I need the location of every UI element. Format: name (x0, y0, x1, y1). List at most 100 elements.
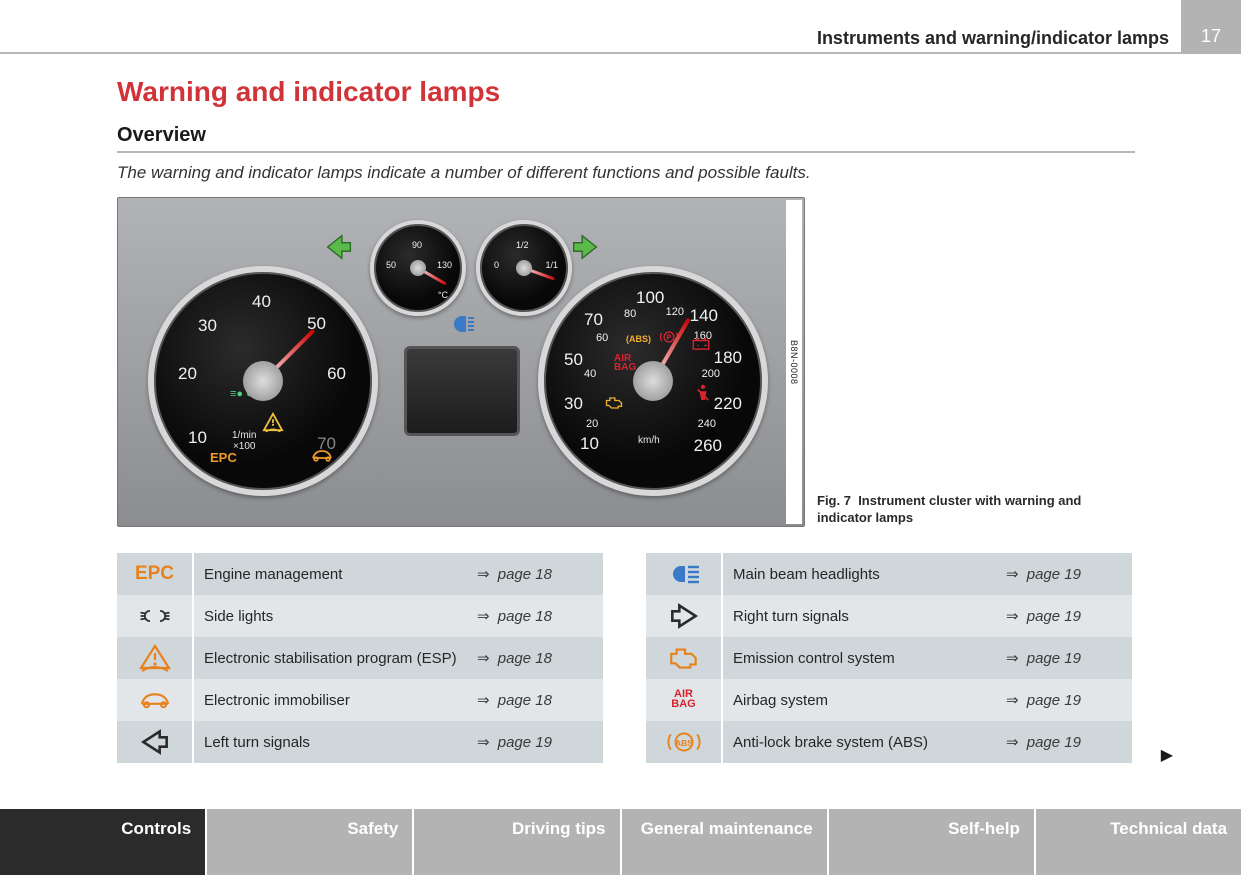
speedo-tick: 260 (694, 436, 722, 456)
page-ref: ⇒ page 19 (1006, 721, 1132, 763)
tach-tick: 20 (178, 364, 197, 384)
page-ref: ⇒ page 18 (477, 637, 603, 679)
speedo-tick: 60 (596, 332, 608, 344)
table-row: Right turn signals⇒ page 19 (646, 595, 1132, 637)
table-row: Electronic immobiliser⇒ page 18 (117, 679, 603, 721)
tab-controls[interactable]: Controls (0, 809, 205, 875)
temp-hub (410, 260, 426, 276)
main-beam-icon (646, 553, 722, 595)
lamp-description: Left turn signals (193, 721, 477, 763)
airbag-icon: AIRBAG (646, 679, 722, 721)
sidelights-icon (117, 595, 193, 637)
page-ref: ⇒ page 19 (477, 721, 603, 763)
lamp-description: Main beam headlights (722, 553, 1006, 595)
right-turn-arrow-icon (568, 230, 602, 264)
speedo-tick: 30 (564, 394, 583, 414)
speedo-tick: 80 (624, 308, 636, 320)
tab-driving-tips[interactable]: Driving tips (412, 809, 619, 875)
table-row: EPCEngine management⇒ page 18 (117, 553, 603, 595)
speedo-tick: 70 (584, 310, 603, 330)
seatbelt-lamp-icon (696, 384, 710, 405)
lamp-description: Side lights (193, 595, 477, 637)
tab-self-help[interactable]: Self-help (827, 809, 1034, 875)
table-row: Electronic stabilisation program (ESP)⇒ … (117, 637, 603, 679)
svg-text:-: - (697, 342, 699, 349)
page-header: Instruments and warning/indicator lamps … (0, 0, 1241, 54)
speedo-tick: 240 (698, 418, 716, 430)
lamp-description: Anti-lock brake system (ABS) (722, 721, 1006, 763)
speedo-tick: 100 (636, 288, 664, 308)
table-row: Left turn signals⇒ page 19 (117, 721, 603, 763)
tach-tick: 60 (327, 364, 346, 384)
figure-ref-code: B8N-0008 (786, 200, 802, 524)
lamp-table-right: Main beam headlights⇒ page 19Right turn … (646, 553, 1133, 763)
table-row: ABS Anti-lock brake system (ABS)⇒ page 19 (646, 721, 1132, 763)
esp-lamp-icon (262, 412, 284, 435)
tab-general-maintenance[interactable]: General maintenance (620, 809, 827, 875)
page-ref: ⇒ page 18 (477, 595, 603, 637)
continue-triangle-icon: ▶ (1161, 745, 1173, 765)
svg-text:ABS: ABS (675, 738, 693, 748)
page-ref: ⇒ page 19 (1006, 679, 1132, 721)
lamp-description: Airbag system (722, 679, 1006, 721)
left-turn-arrow-icon (322, 230, 356, 264)
speedometer: 10 30 50 70 100 140 180 220 260 20 40 60… (538, 266, 768, 496)
table-row: Main beam headlights⇒ page 19 (646, 553, 1132, 595)
lcd-display (404, 346, 520, 436)
speedo-tick: 220 (714, 394, 742, 414)
speedo-tick: 200 (702, 368, 720, 380)
emission-icon (646, 637, 722, 679)
temp-gauge: 50 90 130 °C (370, 220, 466, 316)
table-row: Emission control system⇒ page 19 (646, 637, 1132, 679)
speedo-tick: 20 (586, 418, 598, 430)
page-ref: ⇒ page 18 (477, 679, 603, 721)
fuel-hub (516, 260, 532, 276)
table-row: Side lights⇒ page 18 (117, 595, 603, 637)
intro-text: The warning and indicator lamps indicate… (117, 163, 1141, 183)
figure-caption-text: Instrument cluster with warning and indi… (817, 493, 1081, 526)
lamp-description: Emission control system (722, 637, 1006, 679)
tach-hub (243, 361, 283, 401)
left-turn-icon (117, 721, 193, 763)
esp-icon (117, 637, 193, 679)
speedo-unit: km/h (638, 435, 660, 446)
table-row: AIRBAGAirbag system⇒ page 19 (646, 679, 1132, 721)
lamp-description: Right turn signals (722, 595, 1006, 637)
temp-tick: 50 (386, 260, 396, 270)
speedo-tick: 50 (564, 350, 583, 370)
page-number: 17 (1181, 0, 1241, 54)
tab-technical-data[interactable]: Technical data (1034, 809, 1241, 875)
high-beam-icon (450, 316, 474, 332)
fuel-tick: 1/1 (545, 260, 558, 270)
temp-tick: 90 (412, 240, 422, 250)
fuel-tick: 1/2 (516, 240, 529, 250)
speedo-hub (633, 361, 673, 401)
tab-safety[interactable]: Safety (205, 809, 412, 875)
tach-tick: 10 (188, 428, 207, 448)
engine-lamp-icon (604, 396, 624, 413)
temp-tick: 130 (437, 260, 452, 270)
header-title: Instruments and warning/indicator lamps (817, 28, 1169, 49)
abs-icon: ABS (646, 721, 722, 763)
speedo-tick: 180 (714, 348, 742, 368)
abs-lamp-icon: (ABS) (626, 334, 651, 344)
speedo-tick: 40 (584, 368, 596, 380)
battery-lamp-icon: -+ (692, 338, 710, 353)
svg-text:+: + (704, 342, 708, 349)
lamp-description: Electronic immobiliser (193, 679, 477, 721)
airbag-lamp-icon: AIR BAG (614, 354, 636, 372)
tach-tick: 40 (252, 292, 271, 312)
right-turn-icon (646, 595, 722, 637)
epc-lamp-icon: EPC (210, 450, 237, 465)
figure-wrap: B8N-0008 50 90 130 °C 0 1/2 1/1 (117, 197, 1141, 527)
temp-unit: °C (438, 290, 448, 300)
lamp-tables: EPCEngine management⇒ page 18Side lights… (117, 553, 1141, 763)
speedo-tick: 140 (690, 306, 718, 326)
figure-caption-prefix: Fig. 7 (817, 493, 851, 508)
instrument-cluster-figure: B8N-0008 50 90 130 °C 0 1/2 1/1 (117, 197, 805, 527)
figure-caption: Fig. 7 Instrument cluster with warning a… (817, 492, 1127, 527)
tach-unit: 1/min ×100 (232, 430, 256, 452)
svg-text:P: P (667, 332, 672, 341)
speedo-tick: 10 (580, 434, 599, 454)
content-area: Warning and indicator lamps Overview The… (117, 76, 1141, 763)
